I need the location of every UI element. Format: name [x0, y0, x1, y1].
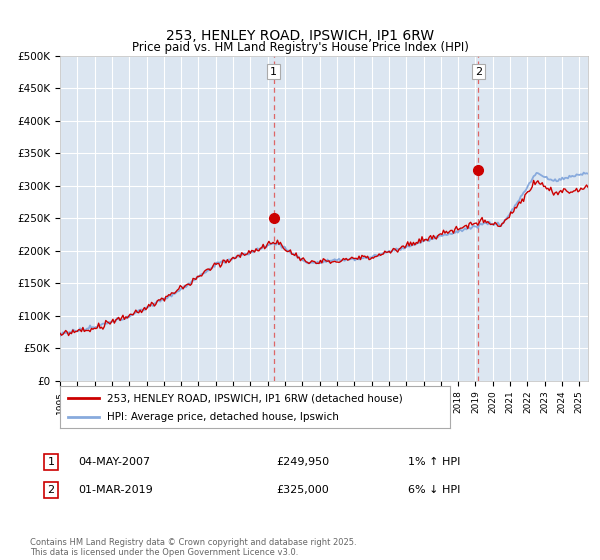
Text: 1: 1	[47, 457, 55, 467]
Text: 2: 2	[475, 67, 482, 77]
Text: £325,000: £325,000	[276, 485, 329, 495]
Text: 2: 2	[47, 485, 55, 495]
Text: 253, HENLEY ROAD, IPSWICH, IP1 6RW: 253, HENLEY ROAD, IPSWICH, IP1 6RW	[166, 29, 434, 44]
Text: 04-MAY-2007: 04-MAY-2007	[78, 457, 150, 467]
Text: HPI: Average price, detached house, Ipswich: HPI: Average price, detached house, Ipsw…	[107, 412, 338, 422]
Text: 1: 1	[270, 67, 277, 77]
Text: Price paid vs. HM Land Registry's House Price Index (HPI): Price paid vs. HM Land Registry's House …	[131, 41, 469, 54]
Text: 01-MAR-2019: 01-MAR-2019	[78, 485, 153, 495]
Text: 1% ↑ HPI: 1% ↑ HPI	[408, 457, 460, 467]
Text: Contains HM Land Registry data © Crown copyright and database right 2025.
This d: Contains HM Land Registry data © Crown c…	[30, 538, 356, 557]
Text: £249,950: £249,950	[276, 457, 329, 467]
Text: 253, HENLEY ROAD, IPSWICH, IP1 6RW (detached house): 253, HENLEY ROAD, IPSWICH, IP1 6RW (deta…	[107, 393, 403, 403]
Text: 6% ↓ HPI: 6% ↓ HPI	[408, 485, 460, 495]
